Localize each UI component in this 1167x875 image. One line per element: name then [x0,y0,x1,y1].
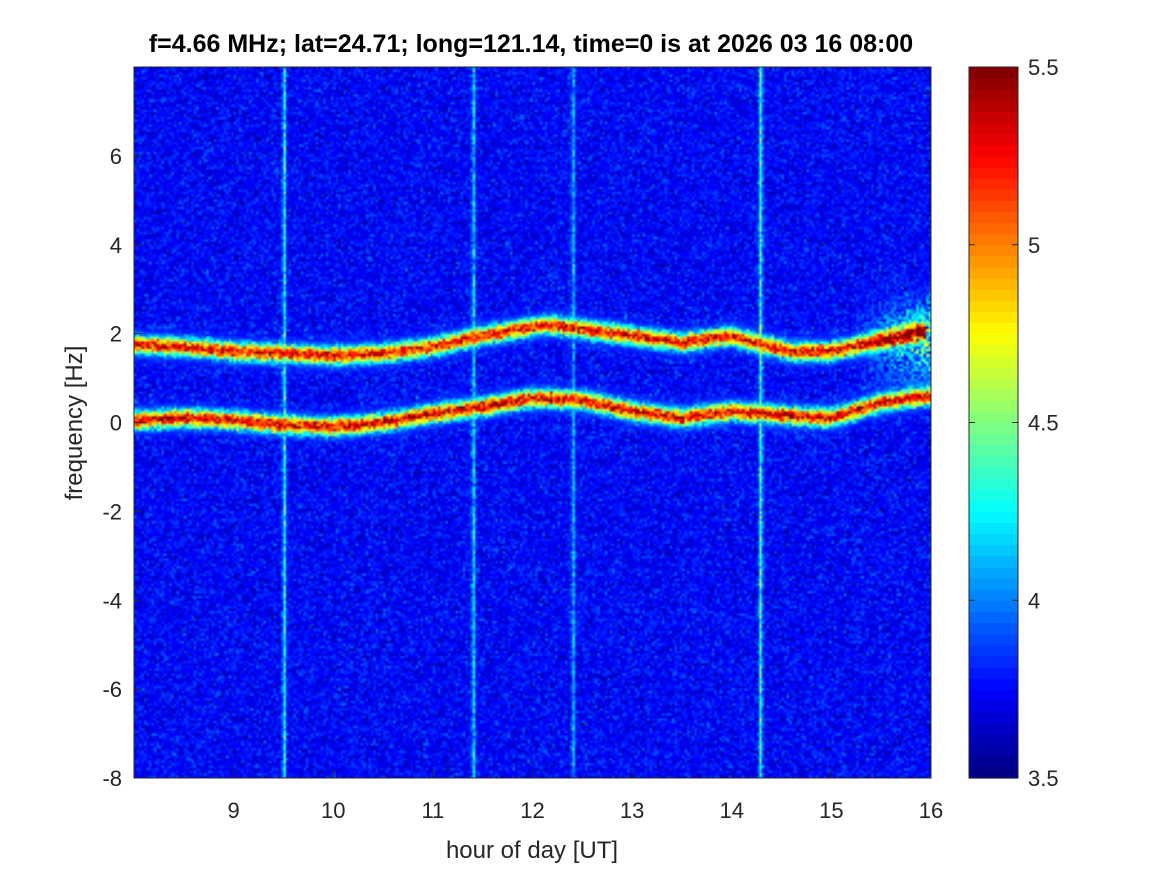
colorbar-band [969,566,1018,579]
colorbar-band [969,244,1018,257]
y-tick-label: -8 [102,766,122,791]
colorbar-band [969,466,1018,479]
x-axis-ticks: 9 10 11 12 13 14 15 16 [228,770,943,823]
x-tick-label: 12 [520,798,544,823]
colorbar-band [969,578,1018,590]
colorbar-band [969,444,1018,457]
colorbar-band [969,666,1018,679]
colorbar-tick-label: 4.5 [1028,411,1059,436]
colorbar-band [969,678,1018,690]
colorbar-band [969,644,1018,657]
colorbar-band [969,189,1018,201]
colorbar-band [969,333,1018,346]
colorbar-band [969,766,1018,779]
colorbar-band [969,655,1018,668]
colorbar-band [969,233,1018,246]
colorbar-band [969,755,1018,768]
colorbar-tick-label: 4 [1028,588,1040,613]
colorbar-tick-label: 5.5 [1028,55,1059,80]
colorbar-band [969,522,1018,535]
colorbar-band [969,389,1018,401]
colorbar-band [969,289,1018,301]
y-tick-label: -6 [102,677,122,702]
colorbar-band [969,500,1018,512]
colorbar-band [969,600,1018,612]
colorbar-band [969,200,1018,213]
colorbar-band [969,622,1018,635]
colorbar-band [969,366,1018,379]
x-tick-label: 9 [228,798,240,823]
colorbar-band [969,744,1018,757]
colorbar-band [969,633,1018,646]
colorbar-band [969,555,1018,568]
colorbar-band [969,266,1018,279]
colorbar-band [969,711,1018,724]
colorbar-tick-label: 3.5 [1028,766,1059,791]
colorbar-band [969,722,1018,735]
colorbar-band [969,533,1018,546]
colorbar-band [969,144,1018,157]
x-tick-label: 13 [620,798,644,823]
x-axis-label: hour of day [UT] [446,837,618,864]
colorbar-band [969,311,1018,324]
chart-title: f=4.66 MHz; lat=24.71; long=121.14, time… [149,30,913,58]
colorbar-band [969,300,1018,313]
colorbar-band [969,89,1018,101]
y-tick-label: -4 [102,588,122,613]
colorbar-band [969,733,1018,746]
colorbar-band [969,689,1018,701]
colorbar-band [969,222,1018,235]
colorbar-ticks: 3.5 4 4.5 5 5.5 [969,55,1059,791]
colorbar-band [969,478,1018,490]
colorbar-band [969,133,1018,146]
y-tick-label: -2 [102,499,122,524]
y-axis-ticks: -8 -6 -4 -2 0 2 4 6 [102,144,142,791]
x-tick-label: 10 [321,798,345,823]
colorbar-band [969,433,1018,446]
colorbar-band [969,67,1018,79]
colorbar-band [969,78,1018,90]
colorbar-band [969,111,1018,124]
colorbar-band [969,166,1018,179]
colorbar-band [969,422,1018,435]
colorbar-band [969,511,1018,524]
colorbar-band [969,255,1018,268]
colorbar-band [969,455,1018,468]
colorbar: 3.5 4 4.5 5 5.5 [968,55,1059,791]
x-tick-label: 14 [720,798,744,823]
colorbar-gradient [969,67,1018,779]
colorbar-band [969,211,1018,224]
y-tick-label: 6 [110,144,122,169]
colorbar-band [969,355,1018,368]
x-tick-label: 11 [421,798,444,823]
colorbar-band [969,700,1018,712]
y-tick-label: 0 [110,411,122,436]
colorbar-band [969,122,1018,135]
colorbar-band [969,611,1018,624]
colorbar-band [969,178,1018,190]
colorbar-band [969,411,1018,424]
colorbar-tick-label: 5 [1028,233,1040,258]
colorbar-band [969,155,1018,168]
heatmap-image [134,67,931,778]
colorbar-band [969,278,1018,290]
colorbar-band [969,589,1018,601]
colorbar-band [969,100,1018,113]
colorbar-band [969,400,1018,412]
plot-area [133,66,932,779]
x-tick-label: 15 [819,798,843,823]
colorbar-band [969,378,1018,390]
colorbar-band [969,344,1018,357]
colorbar-band [969,544,1018,557]
x-tick-label: 16 [919,798,943,823]
colorbar-band [969,322,1018,335]
colorbar-band [969,489,1018,501]
y-tick-label: 2 [110,322,122,347]
y-axis-label: frequency [Hz] [61,346,88,501]
y-tick-label: 4 [110,233,122,258]
